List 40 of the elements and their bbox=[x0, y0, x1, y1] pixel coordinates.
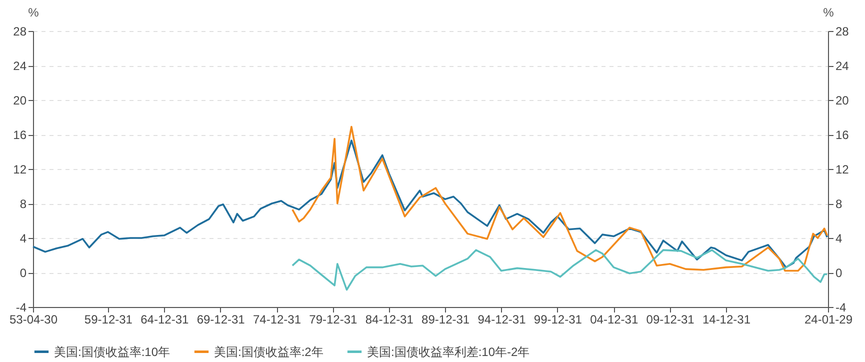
x-tick-label: 64-12-31 bbox=[140, 312, 189, 326]
x-tick-label: 69-12-31 bbox=[196, 312, 246, 326]
y2-tick-label: 16 bbox=[836, 128, 850, 142]
line-series bbox=[292, 126, 828, 272]
y2-tick-label: 0 bbox=[836, 266, 842, 280]
y2-tick-label: 24 bbox=[836, 59, 850, 73]
y-tick-label: 24 bbox=[13, 59, 27, 73]
x-tick-label: 09-12-31 bbox=[646, 312, 695, 326]
y-tick-label: 8 bbox=[20, 197, 27, 211]
legend-label: 美国:国债收益率:10年 bbox=[54, 344, 170, 359]
y2-tick-label: 20 bbox=[836, 94, 850, 108]
line-series bbox=[32, 140, 828, 268]
y-tick-label: 12 bbox=[13, 162, 27, 176]
y-tick-label: 0 bbox=[20, 266, 27, 280]
y-tick-label: 16 bbox=[13, 128, 27, 142]
y-axis-title: % bbox=[28, 6, 40, 20]
y2-tick-label: 4 bbox=[836, 232, 842, 246]
y2-tick-label: 8 bbox=[836, 197, 842, 211]
x-tick-label: 89-12-31 bbox=[422, 312, 470, 326]
x-tick-label: 24-01-29 bbox=[804, 312, 853, 326]
legend-label: 美国:国债收益率利差:10年-2年 bbox=[367, 344, 530, 359]
x-tick-label: 74-12-31 bbox=[252, 312, 302, 326]
x-tick-label: 04-12-31 bbox=[590, 312, 638, 326]
y-tick-label: -4 bbox=[16, 300, 27, 314]
x-tick-label: 84-12-31 bbox=[365, 312, 414, 326]
x-tick-label: 59-12-31 bbox=[84, 312, 133, 326]
legend-label: 美国:国债收益率:2年 bbox=[214, 344, 324, 359]
x-tick-label: 94-12-31 bbox=[478, 312, 526, 326]
line-series bbox=[292, 249, 828, 291]
x-tick-label: 79-12-31 bbox=[309, 312, 358, 326]
y2-tick-label: 12 bbox=[836, 162, 850, 176]
y2-tick-label: -4 bbox=[836, 300, 846, 314]
y-tick-label: 28 bbox=[13, 24, 27, 38]
y-tick-label: 20 bbox=[13, 94, 27, 108]
x-tick-label: 99-12-31 bbox=[534, 312, 582, 326]
x-tick-label: 53-04-30 bbox=[9, 312, 58, 326]
y2-axis-title: % bbox=[823, 6, 834, 20]
y2-tick-label: 28 bbox=[836, 24, 850, 38]
x-tick-label: 14-12-31 bbox=[702, 312, 751, 326]
y-tick-label: 4 bbox=[20, 232, 27, 246]
